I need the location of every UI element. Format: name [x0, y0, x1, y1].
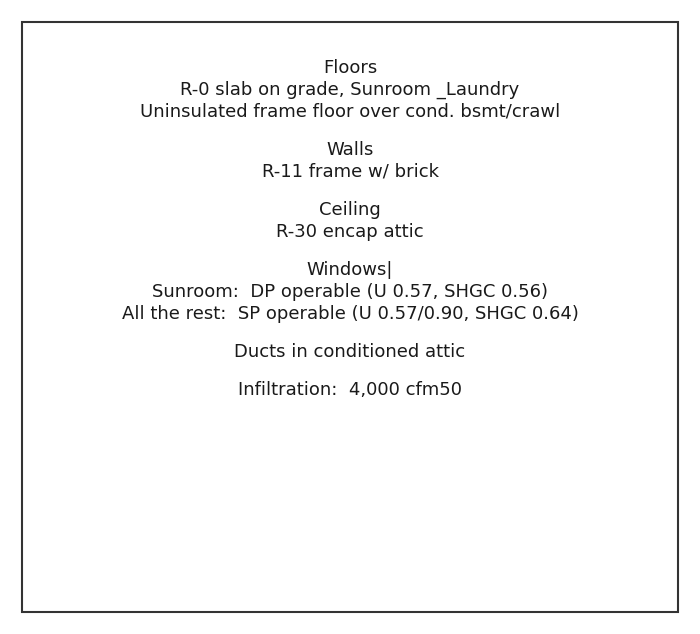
Text: R-30 encap attic: R-30 encap attic: [276, 223, 424, 241]
Text: Floors: Floors: [323, 59, 377, 77]
Text: R-11 frame w/ brick: R-11 frame w/ brick: [262, 163, 438, 181]
Text: Windows|: Windows|: [307, 261, 393, 279]
Text: R-0 slab on grade, Sunroom _Laundry: R-0 slab on grade, Sunroom _Laundry: [181, 81, 519, 100]
Text: All the rest:  SP operable (U 0.57/0.90, SHGC 0.64): All the rest: SP operable (U 0.57/0.90, …: [122, 305, 578, 323]
Text: Walls: Walls: [326, 141, 374, 159]
Text: Ducts in conditioned attic: Ducts in conditioned attic: [234, 343, 466, 361]
Text: Uninsulated frame floor over cond. bsmt/crawl: Uninsulated frame floor over cond. bsmt/…: [140, 103, 560, 121]
Text: Infiltration:  4,000 cfm50: Infiltration: 4,000 cfm50: [238, 381, 462, 399]
Text: Sunroom:  DP operable (U 0.57, SHGC 0.56): Sunroom: DP operable (U 0.57, SHGC 0.56): [152, 283, 548, 301]
Text: Ceiling: Ceiling: [319, 201, 381, 219]
